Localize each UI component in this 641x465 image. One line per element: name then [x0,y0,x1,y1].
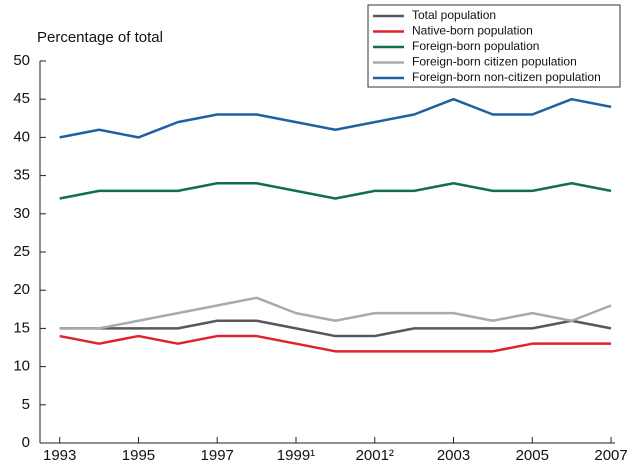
y-tick-label: 40 [13,128,30,145]
y-tick-label: 5 [22,396,30,413]
y-tick-label: 0 [22,434,30,451]
legend-label: Foreign-born population [412,39,539,53]
y-tick-label: 35 [13,167,30,184]
series-line [59,181,612,200]
legend-box [367,4,621,88]
legend-label: Native-born population [412,24,533,38]
legend-label: Total population [412,8,496,22]
x-tick-label: 1997 [201,447,234,464]
y-tick-label: 10 [13,358,30,375]
series-line [59,97,612,139]
y-tick-label: 15 [13,319,30,336]
y-tick-label: 20 [13,281,30,298]
series-line [59,296,612,330]
series-line [59,319,612,338]
y-tick-label: 45 [13,90,30,107]
y-axis-label: Percentage of total [37,29,163,46]
y-tick-label: 25 [13,243,30,260]
x-tick-label: 2001² [356,447,394,464]
y-tick-label: 50 [13,52,30,69]
x-tick-label: 1993 [43,447,76,464]
legend-label: Foreign-born citizen population [412,55,577,69]
x-tick-label: 1995 [122,447,155,464]
x-tick-label: 2003 [437,447,470,464]
legend-label: Foreign-born non-citizen population [412,70,601,84]
x-tick-label: 2005 [516,447,549,464]
series-line [59,334,612,353]
y-tick-label: 30 [13,205,30,222]
x-tick-label: 1999¹ [277,447,315,464]
x-tick-label: 2007 [594,447,627,464]
